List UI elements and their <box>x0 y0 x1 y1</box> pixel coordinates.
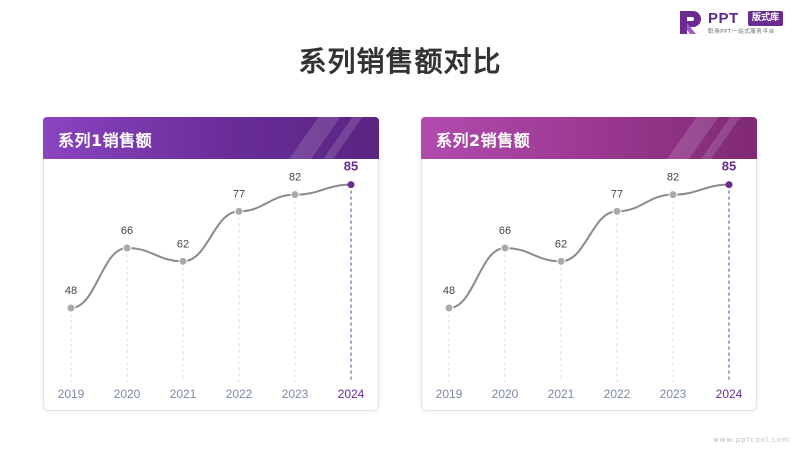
data-point <box>122 243 132 253</box>
x-tick-label: 2022 <box>604 387 631 401</box>
series-line <box>448 183 730 309</box>
chart-card-header: 系列1销售额 <box>43 117 379 159</box>
data-label: 85 <box>344 160 358 174</box>
data-label: 82 <box>289 172 301 184</box>
x-tick-label: 2024 <box>716 387 743 401</box>
data-label: 66 <box>499 225 511 237</box>
data-label: 77 <box>233 188 245 200</box>
data-label: 82 <box>667 172 679 184</box>
logo-mark-icon <box>680 11 701 34</box>
logo-badge: 版式库 <box>748 11 784 26</box>
data-point <box>66 303 76 313</box>
x-tick-label: 2020 <box>114 387 141 401</box>
data-label: 48 <box>443 285 455 297</box>
data-label: 77 <box>611 188 623 200</box>
data-label: 48 <box>65 285 77 297</box>
data-label: 66 <box>121 225 133 237</box>
data-label: 85 <box>722 160 736 174</box>
chart-title: 系列1销售额 <box>58 131 153 150</box>
x-tick-label: 2022 <box>226 387 253 401</box>
chart-title: 系列2销售额 <box>436 131 531 150</box>
data-point <box>290 190 300 200</box>
data-point <box>347 181 355 189</box>
data-point <box>668 190 678 200</box>
logo: PPT 版式库 职场PPT一站式服务平台 <box>678 8 796 36</box>
chart-card-1: 系列1销售额 48 2019 66 2020 62 2021 77 2022 82 2023 85 2… <box>43 117 379 411</box>
line-chart-2: 48 2019 66 2020 62 2021 77 2022 82 2023 85 2024 <box>436 160 743 401</box>
series-line <box>70 183 352 309</box>
x-tick-label: 2019 <box>436 387 463 401</box>
x-tick-label: 2020 <box>492 387 519 401</box>
logo-tagline: 职场PPT一站式服务平台 <box>708 29 775 35</box>
watermark: www.pptcool.com <box>713 436 790 444</box>
data-point <box>612 206 622 216</box>
data-point <box>556 256 566 266</box>
chart-card-header: 系列2销售额 <box>421 117 757 159</box>
data-label: 62 <box>177 238 189 250</box>
x-tick-label: 2023 <box>282 387 309 401</box>
data-point <box>178 256 188 266</box>
x-tick-label: 2021 <box>170 387 197 401</box>
page-title: 系列销售额对比 <box>298 45 502 78</box>
x-tick-label: 2023 <box>660 387 687 401</box>
x-tick-label: 2021 <box>548 387 575 401</box>
logo-brand: PPT <box>708 10 739 27</box>
x-tick-label: 2019 <box>58 387 85 401</box>
line-chart-1: 48 2019 66 2020 62 2021 77 2022 82 2023 85 2024 <box>58 160 365 401</box>
data-point <box>444 303 454 313</box>
chart-card-2: 系列2销售额 48 2019 66 2020 62 2021 77 2022 82 2023 85 2… <box>421 117 757 411</box>
data-point <box>725 181 733 189</box>
data-label: 62 <box>555 238 567 250</box>
data-point <box>500 243 510 253</box>
x-tick-label: 2024 <box>338 387 365 401</box>
data-point <box>234 206 244 216</box>
